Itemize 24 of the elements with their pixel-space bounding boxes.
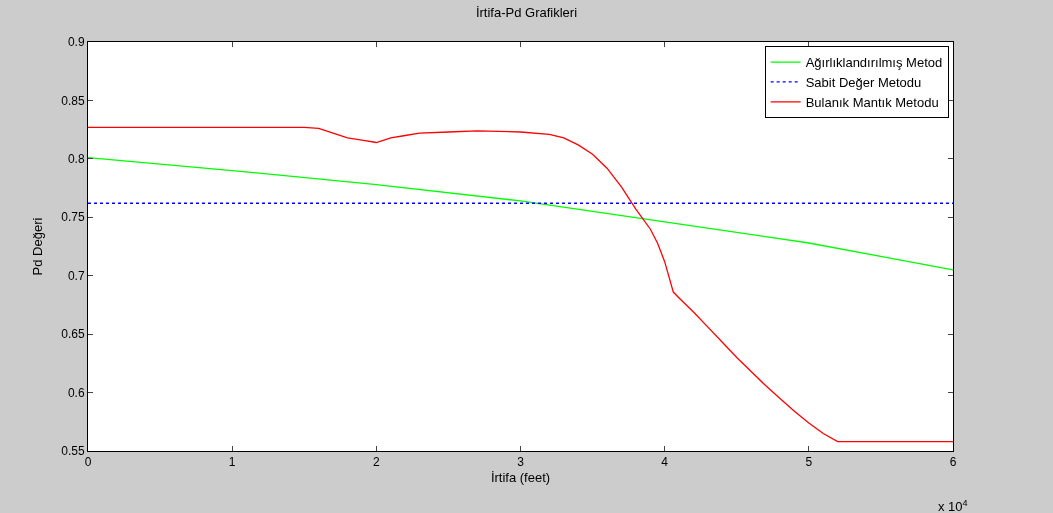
y-tick-label: 0.65 xyxy=(61,327,85,342)
legend-label: Bulanık Mantık Metodu xyxy=(805,94,939,110)
y-tick-label: 0.8 xyxy=(67,152,85,167)
line-series xyxy=(88,157,953,271)
y-axis-title: Pd Değeri xyxy=(30,217,46,276)
y-tick-label: 0.6 xyxy=(67,385,85,400)
line-series xyxy=(88,126,953,443)
x-tick-label: 3 xyxy=(517,455,525,470)
x-tick-label: 6 xyxy=(949,455,957,470)
y-tick-label: 0.85 xyxy=(61,93,85,108)
x-tick-label: 0 xyxy=(84,455,92,470)
legend-label: Sabit Değer Metodu xyxy=(805,75,922,91)
y-tick-label: 0.75 xyxy=(61,210,85,225)
legend-label: Ağırlıklandırılmış Metod xyxy=(805,55,943,71)
x-tick-label: 1 xyxy=(228,455,236,470)
x-axis-title: İrtifa (feet) xyxy=(490,470,551,485)
x-tick-label: 5 xyxy=(805,455,813,470)
y-tick-label: 0.55 xyxy=(61,444,85,459)
chart-title: İrtifa-Pd Grafikleri xyxy=(475,4,578,20)
text: x 10$^{4}$ xyxy=(938,498,968,513)
y-tick-label: 0.9 xyxy=(67,35,85,50)
x-tick-label: 2 xyxy=(372,455,380,470)
x-tick-label: 4 xyxy=(661,455,669,470)
y-tick-label: 0.7 xyxy=(67,268,85,283)
